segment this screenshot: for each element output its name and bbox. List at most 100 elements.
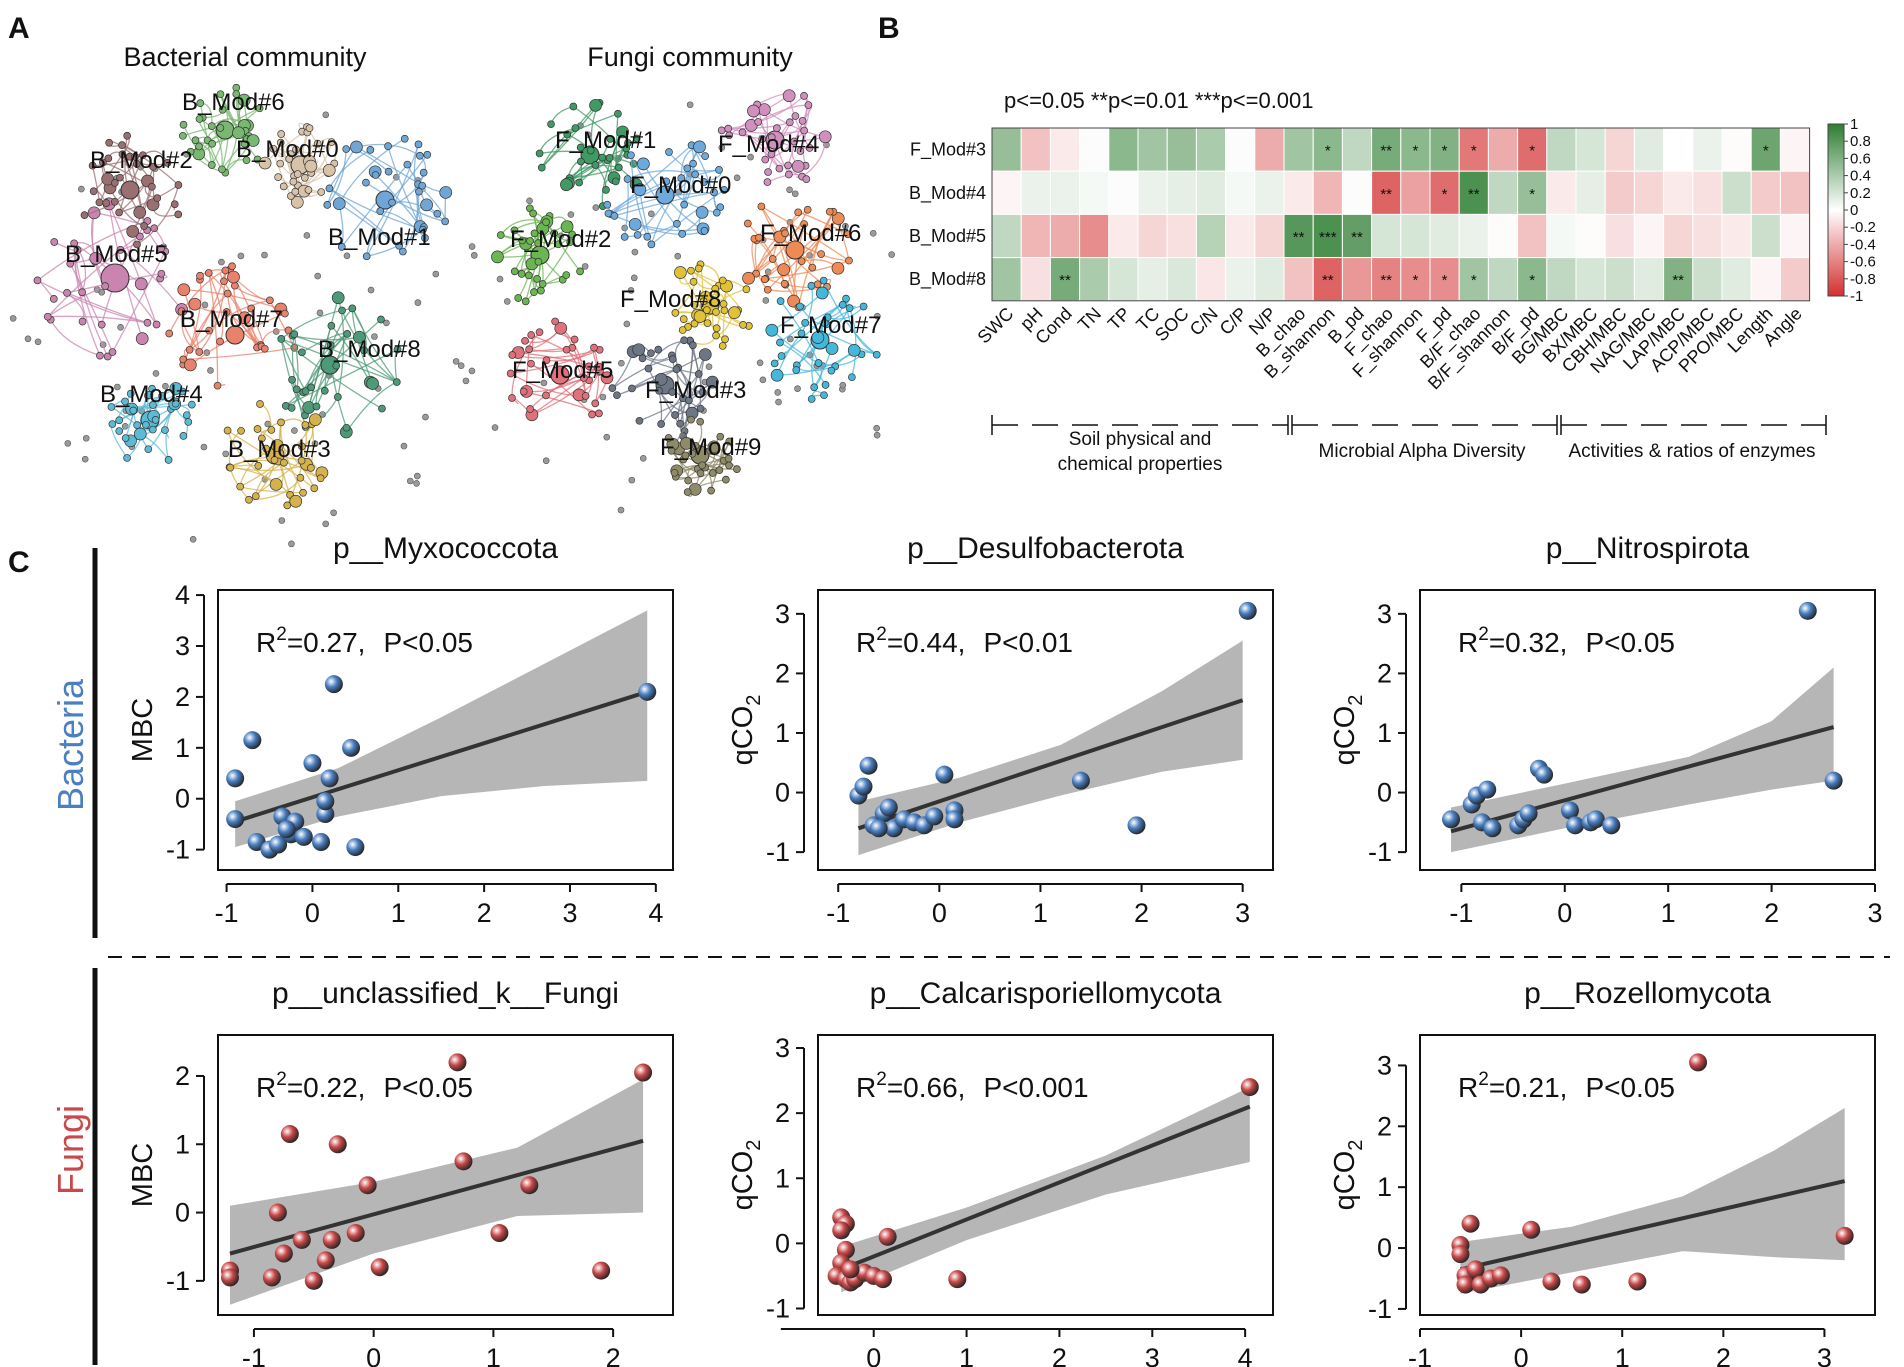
module-label: F_Mod#3 <box>645 377 746 404</box>
network-node <box>800 220 809 228</box>
network-node <box>126 389 135 398</box>
network-node <box>132 159 141 168</box>
network-edge <box>531 370 601 416</box>
data-point <box>854 777 873 796</box>
module-label: F_Mod#9 <box>660 434 761 461</box>
network-node <box>517 270 526 278</box>
legend-tick-label: -0.8 <box>1850 271 1876 288</box>
heatmap-cell <box>1137 127 1168 172</box>
network-node <box>283 501 292 510</box>
network-node <box>781 229 789 238</box>
network-node <box>708 469 717 477</box>
network-node <box>117 324 124 331</box>
regression-line <box>1459 1179 1846 1272</box>
network-node <box>514 294 523 302</box>
y-tick-label: 0 <box>1377 1233 1392 1263</box>
y-axis-label-main: MBC <box>127 698 159 762</box>
network-node <box>292 385 301 394</box>
network-node <box>123 131 131 140</box>
data-point <box>316 792 335 811</box>
y-axis-label: MBC <box>127 698 159 762</box>
correlation-heatmap: p<=0.05 **p<=0.01 ***p<=0.001 * ** * * * * ***… <box>909 88 1876 475</box>
data-point <box>1451 1245 1470 1264</box>
network-node <box>191 136 200 145</box>
network-edge <box>208 272 219 386</box>
network-node <box>470 252 478 259</box>
data-point <box>1566 816 1585 835</box>
network-node <box>169 382 183 395</box>
legend-tick-label: -0.2 <box>1850 219 1876 236</box>
heatmap-cell <box>1779 170 1811 215</box>
network-node <box>622 144 631 153</box>
network-node <box>535 149 544 158</box>
network-node <box>673 219 681 228</box>
network-edge <box>108 203 143 339</box>
data-point <box>303 754 322 773</box>
network-node <box>563 130 572 139</box>
y-axis-label: qCO2 <box>1329 1140 1367 1211</box>
network-node <box>228 262 236 271</box>
network-node <box>568 230 577 239</box>
network-hub <box>785 240 805 260</box>
x-tick-label: 3 <box>562 898 577 928</box>
heatmap-cell <box>1341 170 1373 215</box>
network-edge <box>69 263 114 353</box>
network-node <box>644 364 653 373</box>
network-module: B_Mod#0 <box>236 122 339 209</box>
network-node <box>116 173 124 182</box>
network-node <box>678 326 687 334</box>
network-edge <box>147 388 177 450</box>
data-point <box>634 1063 653 1082</box>
stat-r: R <box>256 1072 276 1103</box>
scatter-plot: p__Rozellomycota-1 0 1 2 3-10123qCO2R2=0.21,… <box>1329 977 1876 1367</box>
network-node <box>114 383 121 391</box>
network-node <box>700 178 709 186</box>
heatmap-cell <box>1166 170 1197 215</box>
data-point <box>1442 810 1461 829</box>
network-node <box>550 229 558 238</box>
network-node <box>247 304 256 313</box>
network-node <box>777 263 791 276</box>
stat-p-value: P<0.05 <box>1585 627 1675 658</box>
stat-r: R <box>1458 1072 1478 1103</box>
network-edge <box>518 351 590 367</box>
network-edge <box>108 203 158 325</box>
network-edge <box>728 95 790 136</box>
network-node <box>807 281 816 290</box>
network-node <box>242 156 251 165</box>
network-node <box>157 269 166 278</box>
heatmap-significance: ** <box>1059 272 1071 289</box>
module-label: B_Mod#5 <box>65 241 168 268</box>
heatmap-cell <box>1341 127 1373 172</box>
x-tick-label: 4 <box>1238 1343 1253 1367</box>
network-edge <box>226 430 277 485</box>
heatmap-cell <box>1546 257 1577 302</box>
network-node <box>262 444 270 453</box>
network-node <box>95 198 104 207</box>
heatmap-cell <box>1312 170 1343 215</box>
y-axis-label: qCO2 <box>727 1140 765 1211</box>
network-node <box>798 116 807 125</box>
data-point <box>448 1053 467 1072</box>
network-node <box>762 297 770 304</box>
network-node <box>702 306 711 314</box>
data-point <box>879 798 898 817</box>
network-node <box>222 450 230 458</box>
network-node <box>599 393 607 401</box>
legend-tick-label: 0.6 <box>1850 150 1871 167</box>
heatmap-column-label: TP <box>1104 303 1134 333</box>
network-node <box>820 319 829 327</box>
stat-r-superscript: 2 <box>1478 624 1489 645</box>
y-tick-label: 0 <box>775 1228 790 1258</box>
network-node <box>603 200 612 209</box>
network-node <box>97 320 106 329</box>
network-node <box>842 294 850 303</box>
network-node <box>298 348 306 357</box>
network-node <box>422 413 429 421</box>
network-node <box>342 423 351 432</box>
network-node <box>628 217 642 231</box>
network-edge <box>510 349 600 375</box>
network-node <box>314 272 322 280</box>
network-node <box>326 341 335 349</box>
stat-r-superscript: 2 <box>276 1069 287 1090</box>
